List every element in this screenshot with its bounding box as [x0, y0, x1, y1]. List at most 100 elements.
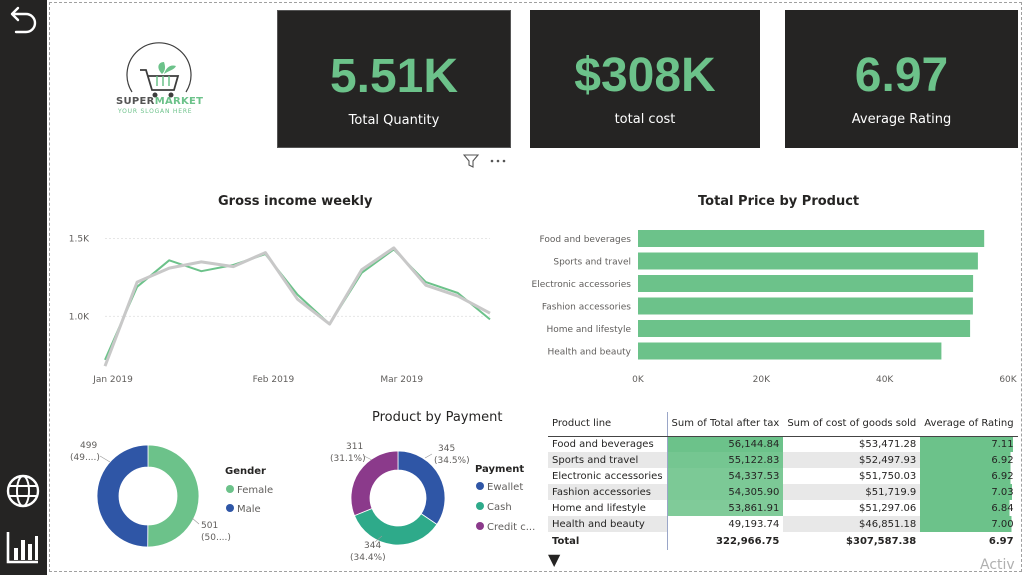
legend-title: Payment	[475, 464, 524, 475]
table-row[interactable]: Home and lifestyle 53,861.91 $51,297.06 6.8…	[548, 500, 1018, 516]
x-tick-label: 60K	[999, 375, 1017, 385]
table-cell: Electronic accessories	[552, 470, 663, 482]
table-row[interactable]: Fashion accessories 54,305.90 $51,719.9 7.0…	[548, 484, 1018, 500]
y-tick-label: 1.0K	[69, 312, 90, 322]
category-label: Electronic accessories	[532, 280, 632, 290]
legend-title: Gender	[225, 466, 266, 477]
product-line-table[interactable]: Product line Sum of Total after tax Sum of…	[548, 412, 1018, 550]
payment-chart-title: Product by Payment	[372, 410, 503, 425]
product-table-wrap: Product line Sum of Total after tax Sum of…	[548, 412, 1018, 569]
bar	[638, 252, 978, 270]
table-row[interactable]: Food and beverages 56,144.84 $53,471.28 7.1…	[548, 436, 1018, 452]
table-cell: $51,750.03	[859, 470, 917, 482]
legend-marker	[476, 522, 484, 530]
x-tick-label: 20K	[753, 375, 771, 385]
table-total-cell: Total	[548, 532, 668, 550]
logo-slogan: YOUR SLOGAN HERE	[118, 108, 193, 115]
table-cell: 49,193.74	[666, 516, 784, 532]
table-cell: $51,297.06	[859, 502, 917, 514]
kpi-card-average-rating[interactable]: 6.97 Average Rating	[785, 10, 1018, 148]
data-label-male-pct: (49....)	[70, 453, 100, 463]
payment-donut-chart[interactable]: 345 (34.5%) 344 (34.4%) 311 (31.1%) Payment Ewa…	[320, 430, 540, 565]
table-cell: 54,305.90	[666, 484, 784, 500]
category-label: Sports and travel	[553, 258, 631, 268]
table-total-cell: 6.97	[920, 532, 1018, 550]
table-cell: Food and beverages	[552, 438, 654, 450]
bar-chart-title: Total Price by Product	[698, 194, 860, 209]
table-cell: 54,337.53	[666, 468, 784, 484]
kpi-card-total-quantity[interactable]: 5.51K Total Quantity	[277, 10, 511, 148]
data-label-female-pct: (50....)	[201, 533, 231, 543]
table-cell: 55,122.83	[666, 452, 784, 468]
data-label-male: 499	[80, 441, 97, 451]
x-tick-label: Mar 2019	[380, 375, 423, 385]
bar	[638, 275, 974, 292]
bar	[638, 342, 942, 360]
x-tick-label: 0K	[632, 375, 645, 385]
column-header[interactable]: Product line	[548, 412, 668, 437]
series-line	[103, 246, 491, 367]
more-options-icon[interactable]	[490, 159, 506, 163]
data-label-female: 501	[201, 521, 218, 531]
total-price-bar-chart[interactable]: Food and beverages Sports and travel Elect…	[530, 222, 1020, 392]
donut-slice	[96, 444, 149, 548]
data-label: (34.4%)	[350, 553, 386, 563]
legend-marker	[226, 485, 234, 493]
table-cell: 53,861.91	[666, 500, 784, 516]
table-row[interactable]: Electronic accessories 54,337.53 $51,750.0…	[548, 468, 1018, 484]
table-cell: 6.84	[920, 500, 1018, 516]
activation-watermark: Activ	[980, 557, 1015, 573]
legend-label: Credit c...	[487, 522, 535, 533]
table-row[interactable]: Health and beauty 49,193.74 $46,851.18 7.00	[548, 516, 1018, 532]
legend-label: Male	[237, 504, 261, 515]
table-cell: $51,719.9	[783, 484, 921, 500]
column-header[interactable]: Average of Rating	[920, 412, 1018, 437]
canvas-frame	[49, 2, 1022, 572]
table-cell: Sports and travel	[548, 452, 668, 468]
kpi-card-total-cost[interactable]: $308K total cost	[530, 10, 760, 148]
table-total-cell: $307,587.38	[783, 532, 921, 550]
legend-label: Ewallet	[487, 482, 523, 493]
gender-donut-chart[interactable]: 501 (50....) 499 (49....) Gender Female Male	[70, 430, 290, 560]
x-tick-label: Jan 2019	[92, 375, 133, 385]
data-label: 344	[364, 541, 381, 551]
legend-label: Cash	[487, 502, 512, 513]
table-row[interactable]: Sports and travel 55,122.83 $52,497.93 6.92	[548, 452, 1018, 468]
supermarket-logo	[126, 42, 192, 98]
globe-icon[interactable]	[4, 472, 42, 510]
kpi-value: 5.51K	[329, 50, 459, 103]
bar-chart-icon[interactable]	[4, 528, 42, 566]
back-arrow-icon[interactable]	[4, 4, 42, 42]
line-chart-title: Gross income weekly	[218, 194, 373, 209]
y-tick-label: 1.5K	[69, 235, 90, 245]
legend-marker	[476, 482, 484, 490]
table-total-cell: 322,966.75	[666, 532, 784, 550]
table-cell: $53,471.28	[859, 438, 917, 450]
bar	[638, 297, 973, 315]
left-nav-bar	[0, 0, 47, 575]
category-label: Home and lifestyle	[546, 325, 631, 335]
column-header[interactable]: Sum of cost of goods sold	[783, 412, 921, 437]
series-line	[104, 248, 491, 361]
data-label: 345	[438, 444, 455, 454]
category-label: Food and beverages	[539, 235, 631, 245]
x-tick-label: 40K	[876, 375, 894, 385]
leader-line	[374, 535, 383, 543]
leader-line	[99, 455, 111, 463]
data-label: (34.5%)	[434, 456, 470, 466]
bar	[638, 230, 985, 247]
x-tick-label: Feb 2019	[253, 375, 295, 385]
gross-income-line-chart[interactable]: 1.5K 1.0K Jan 2019 Feb 2019 Mar 2019	[60, 215, 500, 390]
table-cell: $46,851.18	[783, 516, 921, 532]
sort-descending-icon[interactable]: ▼	[548, 550, 561, 569]
table-cell: Home and lifestyle	[552, 502, 646, 514]
visual-header-controls	[463, 154, 506, 168]
table-cell: $52,497.93	[783, 452, 921, 468]
logo-brand: SUPERMARKET	[116, 96, 204, 107]
column-header[interactable]: Sum of Total after tax	[666, 412, 784, 437]
legend-marker	[226, 504, 234, 512]
category-label: Fashion accessories	[542, 303, 631, 313]
filter-icon[interactable]	[463, 154, 480, 168]
table-cell: 7.03	[920, 484, 1018, 500]
